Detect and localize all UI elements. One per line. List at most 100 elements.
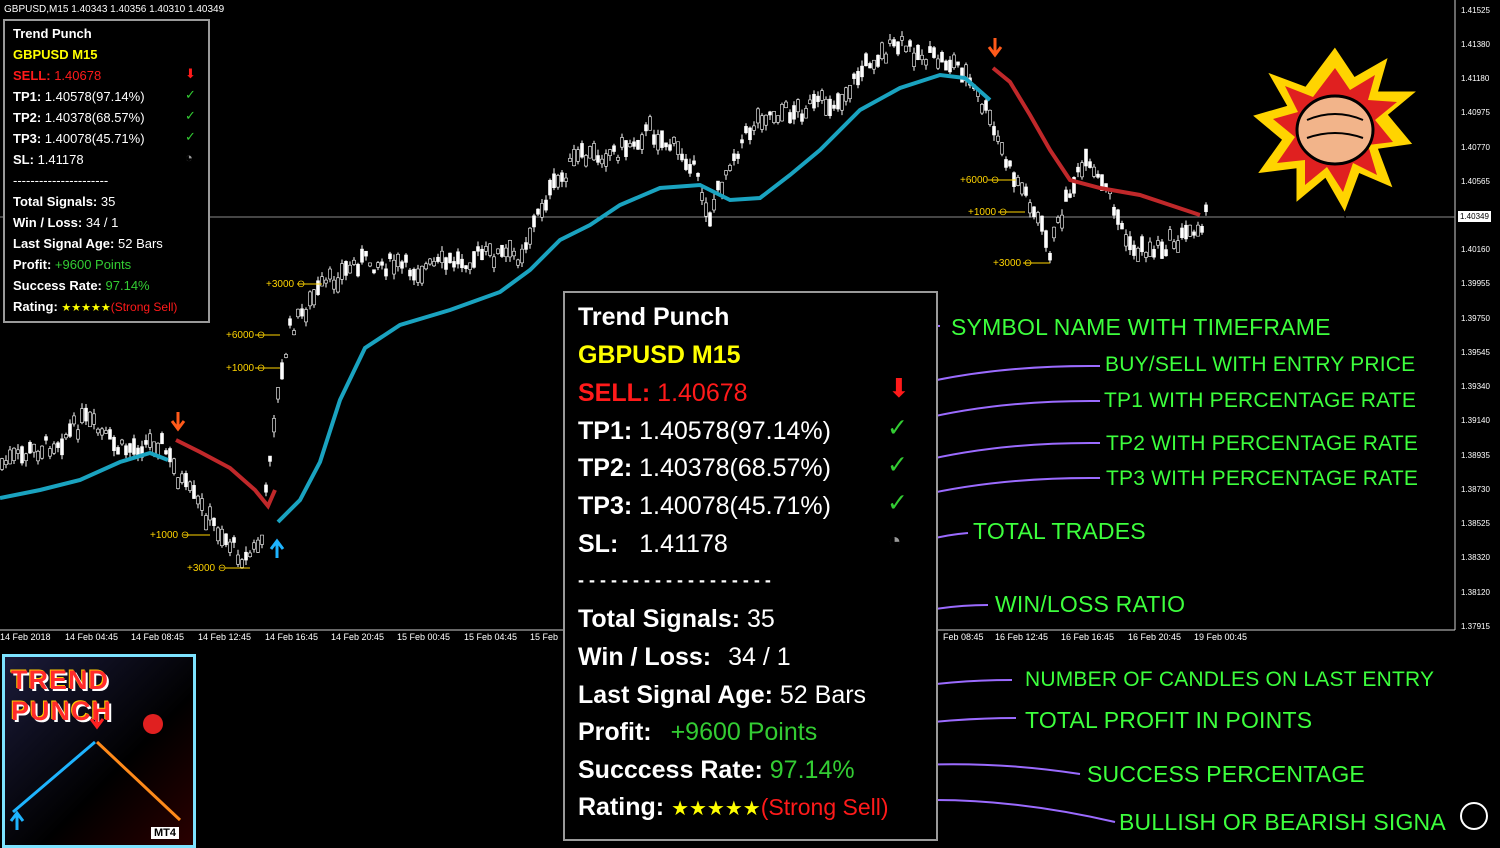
profit-label: Profit: [13,257,52,272]
candle-body [756,108,760,124]
candle-body [1168,229,1172,241]
candle-body [820,90,824,101]
annotation-success: SUCCESS PERCENTAGE [1087,761,1365,787]
candle-body [752,125,756,131]
candle-body [832,104,836,109]
candle-body [420,265,424,284]
candle-body [1080,162,1084,178]
candle-body [28,442,32,454]
candle-body [1156,240,1160,246]
candle-body [104,430,108,434]
candle-body [132,438,136,455]
candle-body [760,115,764,130]
candle-body [272,418,276,433]
candle-body [776,115,780,123]
tp3-row: TP3: 1.40078(45.71%) [13,131,145,146]
candle-body [340,263,344,280]
candle-body [588,146,592,159]
candle-body [608,149,612,156]
candle-body [284,354,288,358]
candle-body [252,542,256,550]
success-label: Success Rate: [13,278,102,293]
time-axis-label: 14 Feb 20:45 [331,632,385,642]
time-axis-label: 16 Feb 16:45 [1061,632,1115,642]
candle-body [444,257,448,270]
candle-body [536,208,540,215]
profit-row: Profit: +9600 Points [13,257,131,272]
profit-value: +9600 Points [670,718,818,746]
candle-body [532,215,536,228]
candle-body [684,158,688,170]
candle-body [1144,252,1148,258]
annotation-tp3: TP3 WITH PERCENTAGE RATE [1106,467,1419,490]
time-axis-label: 14 Feb 08:45 [131,632,185,642]
candle-body [1052,226,1056,239]
candle-body [416,268,420,283]
candle-body [988,109,992,125]
ma-line-bullish [0,450,169,500]
info-panel-small: Trend Punch GBPUSD M15 SELL: 1.40678 ⬇ T… [3,19,210,323]
candle-body [0,458,4,470]
candle-body [1032,206,1036,218]
candle-body [180,473,184,483]
candle-body [312,289,316,306]
time-axis-label: 14 Feb 16:45 [265,632,319,642]
candle-body [540,203,544,218]
candle-body [44,436,48,441]
sl-label: SL: [578,530,619,558]
price-axis-label: 1.40160 [1461,245,1490,254]
candle-body [208,506,212,521]
tp2-value: 1.40378(68.57%) [44,110,145,125]
candle-body [1024,186,1028,196]
sl-label: SL: [13,152,34,167]
candle-body [1088,161,1092,168]
tp-marker-label: +3000 ⊖ [266,279,306,290]
candle-body [916,44,920,60]
candle-body [904,45,908,52]
candle-body [696,172,700,177]
candle-body [516,259,520,266]
candle-body [280,362,284,380]
candle-body [1196,224,1200,237]
candle-body [276,387,280,400]
candle-body [112,437,116,451]
candle-body [220,528,224,547]
candle-body [376,262,380,268]
candle-body [452,261,456,268]
candle-body [572,149,576,167]
candle-body [856,71,860,86]
tp2-label: TP2: [13,110,42,125]
candle-body [1048,252,1052,261]
candle-body [1180,227,1184,238]
candle-body [36,450,40,462]
rating-label: Rating: [13,299,58,314]
candle-body [360,248,364,263]
tp-marker-label: +6000 ⊖ [226,330,266,341]
candle-body [560,172,564,182]
success-row: Succcess Rate: 97.14% [578,756,855,785]
candle-body [468,262,472,270]
profit-label: Profit: [578,718,652,746]
candle-body [332,279,336,290]
candle-body [12,447,16,461]
candle-body [1124,234,1128,247]
candle-body [256,539,260,553]
candle-body [520,248,524,264]
candle-body [1152,249,1156,258]
candle-body [612,145,616,152]
candle-body [624,140,628,157]
candle-body [84,407,88,422]
time-axis-label: 15 Feb 00:45 [397,632,451,642]
time-axis-label: 14 Feb 12:45 [198,632,252,642]
candle-body [680,153,684,161]
candle-body [404,254,408,263]
candle-body [768,111,772,116]
candle-body [864,53,868,67]
candle-body [124,445,128,456]
candle-body [264,484,268,493]
chart-header: GBPUSD,M15 1.40343 1.40356 1.40310 1.403… [4,4,225,15]
candle-body [76,429,80,440]
zoom-icon[interactable] [1460,802,1488,830]
checkmark-icon: ✓ [887,414,908,442]
candle-body [1004,159,1008,168]
